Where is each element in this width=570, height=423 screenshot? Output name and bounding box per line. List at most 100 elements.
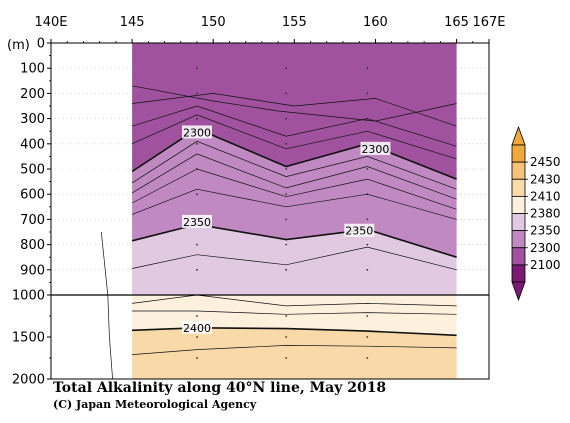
- colorbar-segment-3: [511, 195, 526, 214]
- y-tick-label-8: 800: [20, 238, 45, 253]
- contour-line-9: [131, 223, 457, 258]
- colorbar-label-2: 2410: [530, 189, 561, 203]
- contour-label-text: 2400: [183, 322, 211, 335]
- y-tick-label-9: 900: [20, 263, 45, 278]
- grid-dot: [285, 67, 288, 70]
- contour-line-3: [131, 114, 457, 160]
- contour-line-15-deep: [107, 295, 113, 379]
- chart-title: Total Alkalinity along 40°N line, May 20…: [53, 380, 386, 396]
- y-tick-label-deep-1: 2000: [12, 373, 45, 388]
- grid-dot: [285, 193, 288, 196]
- y-tick-label-10: 1000: [12, 289, 45, 304]
- fill-band-3-deep: [132, 295, 457, 336]
- colorbar-segment-4: [511, 213, 526, 232]
- contour-label-bg: [182, 214, 212, 228]
- y-tick-label-deep-0: 1500: [12, 331, 45, 346]
- x-tick-label-5: 165: [444, 15, 469, 30]
- contour-label-4: 2400: [182, 320, 212, 335]
- grid-dot: [285, 142, 288, 145]
- grid-dot: [196, 117, 198, 120]
- plot-frame: [50, 42, 490, 380]
- grid-dot: [366, 315, 369, 317]
- depth-unit-label: (m): [7, 38, 30, 53]
- credit-text: (C) Japan Meteorological Agency: [53, 398, 257, 411]
- grid-dot: [196, 243, 198, 246]
- grid-dot: [285, 268, 288, 271]
- y-tick-label-0: 0: [37, 37, 45, 52]
- y-tick-label-3: 300: [20, 112, 45, 127]
- plot-border: [50, 42, 490, 380]
- grid-dot: [285, 92, 288, 95]
- grid-dot: [366, 67, 369, 70]
- colorbar-segment-6: [511, 247, 526, 266]
- station-grid-dots: [51, 67, 489, 359]
- contour-line-8: [131, 188, 457, 220]
- y-tick-label-2: 200: [20, 87, 45, 102]
- grid-dot: [366, 357, 369, 359]
- x-tick-label-4: 160: [363, 15, 388, 30]
- grid-dot: [285, 168, 288, 170]
- colorbar-label-4: 2350: [530, 224, 561, 238]
- contour-label-text: 2350: [345, 225, 373, 238]
- colorbar-segment-1: [511, 161, 526, 180]
- contour-label-2: 2350: [182, 214, 212, 229]
- contour-line-0: [132, 85, 457, 122]
- y-tick-label-4: 400: [20, 137, 45, 152]
- contour-line-13-deep: [132, 326, 457, 337]
- grid-dot: [196, 193, 198, 196]
- colorbar-label-0: 2450: [530, 155, 561, 169]
- grid-dot: [196, 336, 198, 338]
- x-tick-label-2: 150: [201, 15, 226, 30]
- contour-label-bg: [344, 223, 375, 237]
- contour-line-6: [131, 153, 457, 200]
- contour-labels: 2300 2300 2350 2350 2400: [182, 125, 391, 335]
- contour-line-4: [131, 127, 457, 180]
- contour-line-15: [100, 231, 109, 295]
- fill-band-1: [132, 128, 457, 258]
- contour-line-7: [131, 168, 457, 210]
- x-tick-label-1: 145: [120, 15, 145, 30]
- x-axis: 140E 145 150 155 160 165 167E: [34, 15, 506, 43]
- y-tick-label-7: 700: [20, 213, 45, 228]
- contour-label-1: 2300: [360, 141, 391, 156]
- colorbar-segment-5: [511, 230, 526, 249]
- y-tick-label-6: 600: [20, 188, 45, 203]
- colorbar: 2450 2430 2410 2380 2350 2300 2100: [511, 125, 561, 302]
- grid-dot: [196, 142, 198, 145]
- colorbar-segment-7: [511, 264, 526, 283]
- grid-dot: [366, 92, 369, 95]
- contour-lines-upper: [100, 85, 457, 295]
- colorbar-bottom-arrow: [511, 281, 526, 302]
- grid-dot: [285, 243, 288, 246]
- grid-dot: [366, 168, 369, 170]
- colorbar-label-1: 2430: [530, 172, 561, 186]
- contour-line-2: [131, 105, 457, 147]
- grid-dot: [366, 218, 369, 221]
- grid-dot: [285, 117, 288, 120]
- grid-dot: [285, 357, 288, 359]
- colorbar-segment-2: [511, 178, 526, 197]
- colorbar-segment-0: [511, 144, 526, 163]
- contour-label-bg: [182, 125, 212, 139]
- contour-label-text: 2300: [361, 143, 389, 156]
- grid-dot: [196, 67, 198, 70]
- colorbar-label-5: 2300: [530, 241, 561, 255]
- contour-label-0: 2300: [182, 125, 212, 139]
- grid-dot: [366, 268, 369, 271]
- x-tick-label-3: 155: [282, 15, 307, 30]
- contour-line-5: [131, 140, 457, 190]
- y-axis: 100 200 300 400 500 600 700 800 900 1000 0 1500 2000: [12, 37, 51, 388]
- contour-fill-lower-panel: [132, 295, 457, 379]
- contour-label-bg: [360, 141, 391, 155]
- contour-line-14-deep: [132, 345, 457, 355]
- contour-label-3: 2350: [344, 223, 375, 238]
- contour-line-11-deep: [132, 295, 457, 307]
- grid-dot: [196, 268, 198, 271]
- grid-dot: [285, 218, 288, 221]
- x-tick-label-0: 140E: [34, 15, 67, 30]
- x-tick-label-6: 167E: [472, 15, 505, 30]
- grid-dot: [196, 357, 198, 359]
- grid-dot: [196, 92, 198, 95]
- contour-line-12-deep: [132, 310, 457, 315]
